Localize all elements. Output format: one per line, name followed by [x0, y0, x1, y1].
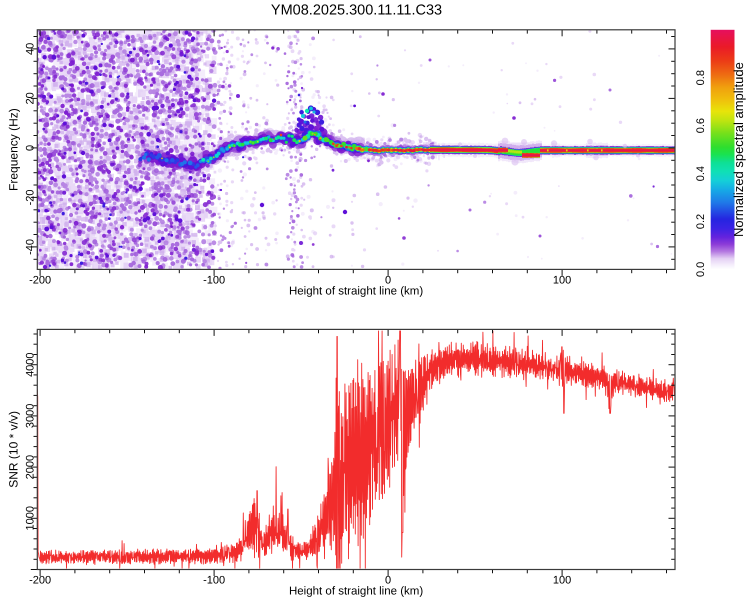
- svg-text:-200: -200: [29, 574, 51, 586]
- svg-text:0.2: 0.2: [695, 214, 707, 229]
- svg-text:0: 0: [385, 574, 391, 586]
- svg-text:20: 20: [25, 92, 37, 104]
- svg-text:Height of straight line (km): Height of straight line (km): [289, 286, 423, 298]
- svg-text:Height of straight line (km): Height of straight line (km): [289, 586, 423, 598]
- svg-text:-40: -40: [25, 239, 37, 255]
- svg-text:Normalized spectral amplitude: Normalized spectral amplitude: [731, 62, 746, 237]
- svg-text:-20: -20: [25, 189, 37, 205]
- svg-text:0.4: 0.4: [695, 166, 707, 181]
- svg-text:-100: -100: [203, 574, 225, 586]
- svg-text:100: 100: [553, 274, 571, 286]
- svg-text:-200: -200: [29, 274, 51, 286]
- svg-text:2000: 2000: [25, 455, 37, 479]
- svg-text:4000: 4000: [25, 352, 37, 376]
- svg-text:-100: -100: [203, 274, 225, 286]
- svg-text:YM08.2025.300.11.11.C33: YM08.2025.300.11.11.C33: [271, 3, 442, 19]
- svg-text:1000: 1000: [25, 506, 37, 530]
- svg-text:0: 0: [385, 274, 391, 286]
- svg-text:0.8: 0.8: [695, 70, 707, 85]
- svg-text:SNR (10 * v/v): SNR (10 * v/v): [7, 411, 21, 488]
- svg-text:Frequency (Hz): Frequency (Hz): [7, 108, 21, 191]
- svg-text:0: 0: [25, 145, 37, 151]
- svg-text:0.6: 0.6: [695, 118, 707, 133]
- svg-text:0.0: 0.0: [695, 262, 707, 277]
- svg-text:3000: 3000: [25, 404, 37, 428]
- svg-text:40: 40: [25, 43, 37, 55]
- svg-text:100: 100: [553, 574, 571, 586]
